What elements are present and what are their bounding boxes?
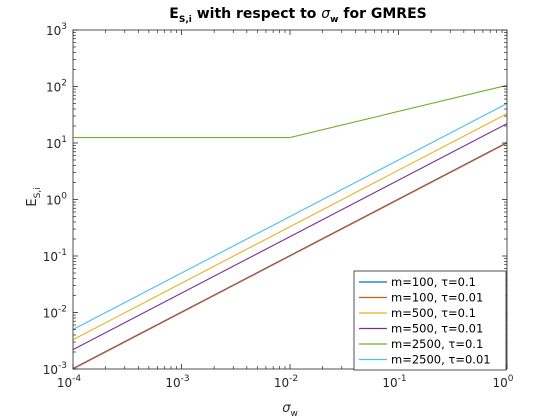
legend-label-4: m=500, τ=0.01 <box>391 322 483 336</box>
y-tick-label: 10-1 <box>43 248 67 264</box>
legend-label-6: m=2500, τ=0.01 <box>391 353 491 367</box>
legend: m=100, τ=0.1 m=100, τ=0.01m=500, τ=0.1 m=5… <box>353 270 507 371</box>
x-tick-label: 100 <box>492 374 513 390</box>
title-main: E <box>169 6 179 22</box>
series-layer <box>72 84 508 370</box>
y-tick-label: 10-3 <box>43 361 67 377</box>
y-tick-label: 10-2 <box>43 305 67 321</box>
legend-label-2: m=100, τ=0.01 <box>391 291 483 305</box>
ylabel-sub: S,i <box>33 187 43 198</box>
y-tick-label: 100 <box>46 192 67 208</box>
series-line-4 <box>72 123 508 351</box>
legend-label-3: m=500, τ=0.1 <box>391 306 476 320</box>
y-tick-label: 102 <box>46 79 67 95</box>
y-axis-label: ES,i <box>25 187 43 206</box>
legend-label-5: m=2500, τ=0.1 <box>391 337 483 351</box>
x-tick-label: 10-2 <box>274 374 298 390</box>
x-tick-label: 10-1 <box>382 374 406 390</box>
x-axis-ticks: 10-4 10-3 10-2 10-1 100 <box>57 30 514 390</box>
title-greek-sub: w <box>330 15 338 25</box>
title-mid: with respect to <box>192 6 321 22</box>
x-tick-label: 10-3 <box>165 374 189 390</box>
title-greek: σ <box>321 6 331 22</box>
title-tail: for GMRES <box>339 6 427 22</box>
series-line-3 <box>72 113 508 341</box>
series-line-6 <box>72 103 508 330</box>
y-axis-ticks: 10-3 10-2 10-1 100 101 102 103 <box>43 22 507 377</box>
series-line-5 <box>73 84 508 139</box>
chart-title: ES,i with respect to σw for GMRES <box>169 6 426 25</box>
y-tick-label: 103 <box>46 22 67 38</box>
x-axis-label: σw <box>282 401 298 419</box>
x-tick-label: 10-4 <box>57 374 82 390</box>
legend-label-1: m=100, τ=0.1 <box>391 275 476 289</box>
xlabel-sub: w <box>290 409 297 419</box>
title-main-sub: S,i <box>179 15 192 25</box>
y-tick-label: 101 <box>46 135 67 151</box>
legend-box <box>353 270 507 371</box>
series-line-2 <box>72 142 508 370</box>
xlabel-main: σ <box>282 401 291 416</box>
ylabel-main: E <box>25 198 40 206</box>
